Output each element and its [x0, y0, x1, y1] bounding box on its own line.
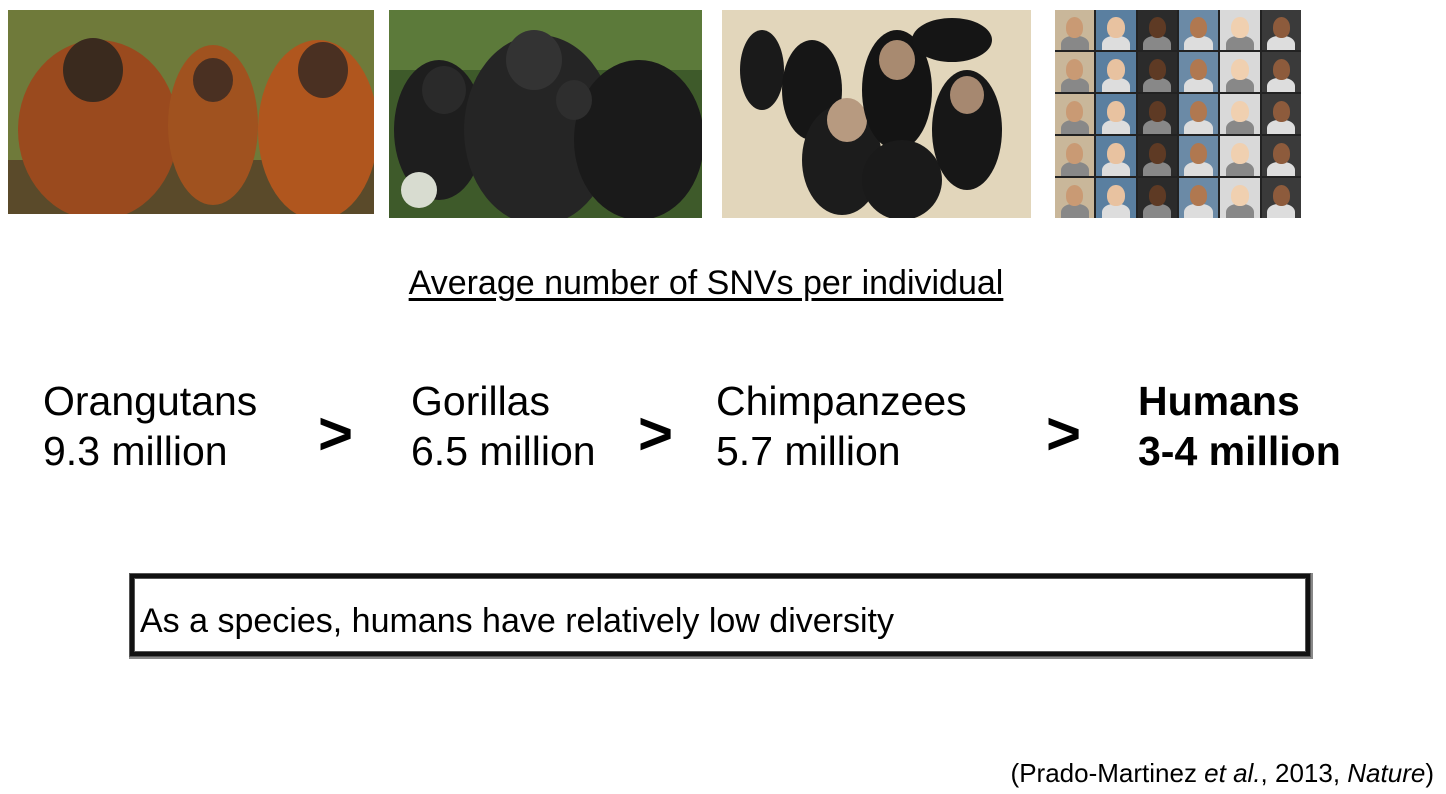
humans-entry: Humans 3-4 million [1138, 376, 1341, 476]
citation-authors: (Prado-Martinez [1010, 758, 1205, 788]
portrait-tile [1220, 94, 1260, 134]
human-faces-grid [1055, 10, 1301, 218]
portrait-tile [1261, 136, 1301, 176]
conclusion-text: As a species, humans have relatively low… [140, 602, 894, 640]
portrait-tile [1096, 10, 1136, 50]
portrait-tile [1220, 178, 1260, 218]
portrait-tile [1220, 136, 1260, 176]
species-name: Orangutans [43, 378, 258, 424]
gorillas-entry: Gorillas 6.5 million [411, 376, 596, 476]
portrait-tile [1096, 136, 1136, 176]
chimpanzees-photo [722, 10, 1031, 218]
portrait-tile [1178, 94, 1219, 134]
snv-count: 5.7 million [716, 428, 901, 474]
snv-count: 3-4 million [1138, 428, 1341, 474]
snv-count: 6.5 million [411, 428, 596, 474]
portrait-tile [1096, 94, 1136, 134]
greater-than-sign: > [1046, 400, 1082, 467]
species-name: Gorillas [411, 378, 550, 424]
portrait-tile [1096, 52, 1136, 92]
greater-than-sign: > [638, 400, 674, 467]
conclusion-box: As a species, humans have relatively low… [130, 574, 1310, 656]
portrait-tile [1137, 52, 1177, 92]
portrait-tile [1055, 136, 1095, 176]
portrait-tile [1261, 94, 1301, 134]
portrait-tile [1178, 136, 1219, 176]
portrait-tile [1220, 10, 1260, 50]
greater-than-sign: > [318, 400, 354, 467]
portrait-tile [1055, 52, 1095, 92]
portrait-tile [1261, 10, 1301, 50]
portrait-tile [1178, 52, 1219, 92]
portrait-tile [1178, 10, 1219, 50]
portrait-tile [1261, 178, 1301, 218]
portrait-tile [1055, 178, 1095, 218]
portrait-tile [1137, 94, 1177, 134]
slide-heading: Average number of SNVs per individual [408, 264, 1004, 302]
portrait-tile [1055, 94, 1095, 134]
citation-close: ) [1425, 758, 1434, 788]
species-name: Chimpanzees [716, 378, 967, 424]
portrait-tile [1261, 52, 1301, 92]
chimpanzees-entry: Chimpanzees 5.7 million [716, 376, 967, 476]
portrait-tile [1137, 136, 1177, 176]
species-name: Humans [1138, 378, 1300, 424]
snv-count: 9.3 million [43, 428, 228, 474]
orangutans-entry: Orangutans 9.3 million [43, 376, 257, 476]
portrait-tile [1178, 178, 1219, 218]
portrait-tile [1137, 178, 1177, 218]
citation: (Prado-Martinez et al., 2013, Nature) [1011, 758, 1434, 789]
portrait-tile [1055, 10, 1095, 50]
orangutans-photo [8, 10, 374, 214]
portrait-tile [1137, 10, 1177, 50]
citation-etal: et al. [1204, 758, 1261, 788]
citation-journal: Nature [1347, 758, 1426, 788]
portrait-tile [1096, 178, 1136, 218]
citation-year: , 2013, [1260, 758, 1348, 788]
gorillas-photo [389, 10, 702, 218]
portrait-tile [1220, 52, 1260, 92]
